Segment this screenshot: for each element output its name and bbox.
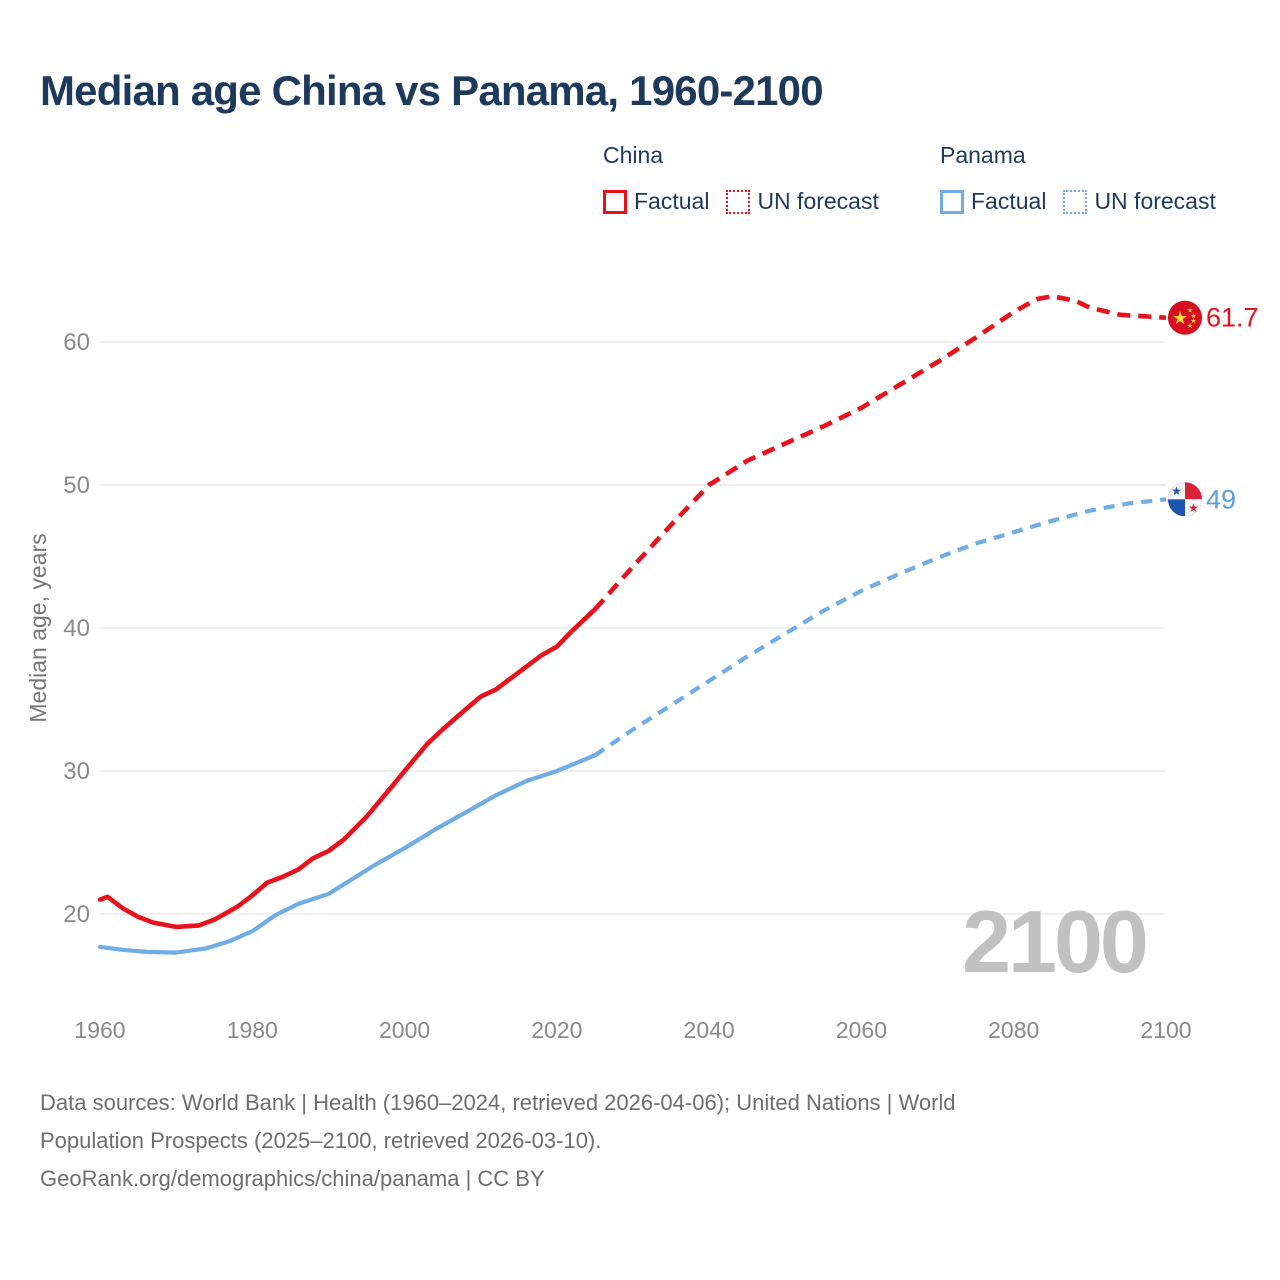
- china-flag-icon: ★ ★ ★ ★ ★: [1167, 300, 1203, 336]
- legend-item-label: UN forecast: [757, 188, 879, 214]
- panama-end-value: 49: [1206, 484, 1236, 514]
- panama-forecast-swatch-icon: [1063, 189, 1088, 214]
- series-lines: [97, 293, 1167, 955]
- legend-group-china-title: China: [603, 142, 664, 168]
- china-forecast-swatch-icon: [726, 189, 751, 214]
- footer-attribution: Data sources: World Bank | Health (1960–…: [40, 1084, 956, 1198]
- gridlines: [100, 341, 1166, 915]
- series-line-china-forecast: [593, 293, 1167, 611]
- watermark-year: 2100: [962, 892, 1146, 991]
- y-tick-label-30: 30: [63, 758, 90, 785]
- legend-row-china: Factual UN forecast: [603, 188, 879, 215]
- series-line-panama-forecast: [593, 497, 1167, 758]
- x-tick-label-2060: 2060: [836, 1017, 887, 1043]
- x-tick-label-2100: 2100: [1140, 1017, 1191, 1043]
- data-sources-line-1: Data sources: World Bank | Health (1960–…: [40, 1090, 956, 1115]
- china-end-value: 61.7: [1206, 303, 1259, 333]
- legend-item-panama-factual: Factual: [940, 188, 1046, 215]
- legend-item-label: UN forecast: [1094, 188, 1216, 214]
- legend-item-panama-forecast: UN forecast: [1063, 188, 1216, 215]
- x-tick-label-2040: 2040: [684, 1017, 735, 1043]
- legend-item-china-forecast: UN forecast: [726, 188, 879, 215]
- y-tick-label-50: 50: [63, 472, 90, 499]
- x-tick-label-2080: 2080: [988, 1017, 1039, 1043]
- china-flag-small-star: ★: [1187, 322, 1193, 330]
- panama-flag-icon: ★ ★: [1167, 481, 1203, 517]
- series-line-china-factual: [97, 607, 598, 930]
- panama-flag-blue-star: ★: [1171, 484, 1182, 498]
- legend-group-panama: Panama Factual UN forecast: [940, 141, 1216, 215]
- x-tick-label-2020: 2020: [531, 1017, 582, 1043]
- x-axis-tick-labels: 1960 1980 2000 2020 2040 2060 2080 2100: [74, 1017, 1191, 1043]
- data-sources-line-2: Population Prospects (2025–2100, retriev…: [40, 1128, 602, 1153]
- legend-item-label: Factual: [971, 188, 1047, 214]
- page-title: Median age China vs Panama, 1960-2100: [40, 67, 824, 114]
- legend-item-label: Factual: [634, 188, 710, 214]
- legend-group-panama-title: Panama: [940, 142, 1026, 168]
- panama-factual-swatch-icon: [940, 189, 964, 214]
- y-axis-title: Median age, years: [25, 533, 51, 722]
- y-tick-label-60: 60: [63, 329, 90, 356]
- legend-group-china: China Factual UN forecast: [603, 141, 879, 215]
- china-flag-small-star: ★: [1190, 317, 1196, 325]
- x-tick-label-1980: 1980: [227, 1017, 278, 1043]
- china-flag-small-star: ★: [1187, 307, 1193, 315]
- source-url: GeoRank.org/demographics/china/panama | …: [40, 1166, 545, 1191]
- y-axis-tick-labels: 20 30 40 50 60: [63, 329, 90, 928]
- x-tick-label-2000: 2000: [379, 1017, 430, 1043]
- x-tick-label-1960: 1960: [74, 1017, 125, 1043]
- y-tick-label-20: 20: [63, 901, 90, 928]
- panama-flag-red-star: ★: [1188, 501, 1199, 515]
- china-flag-big-star: ★: [1172, 308, 1188, 329]
- y-tick-label-40: 40: [63, 615, 90, 642]
- legend-item-china-factual: Factual: [603, 188, 709, 215]
- legend-row-panama: Factual UN forecast: [940, 188, 1216, 215]
- china-factual-swatch-icon: [603, 189, 627, 214]
- china-flag-small-star: ★: [1190, 312, 1196, 320]
- series-line-panama-factual: [97, 753, 597, 955]
